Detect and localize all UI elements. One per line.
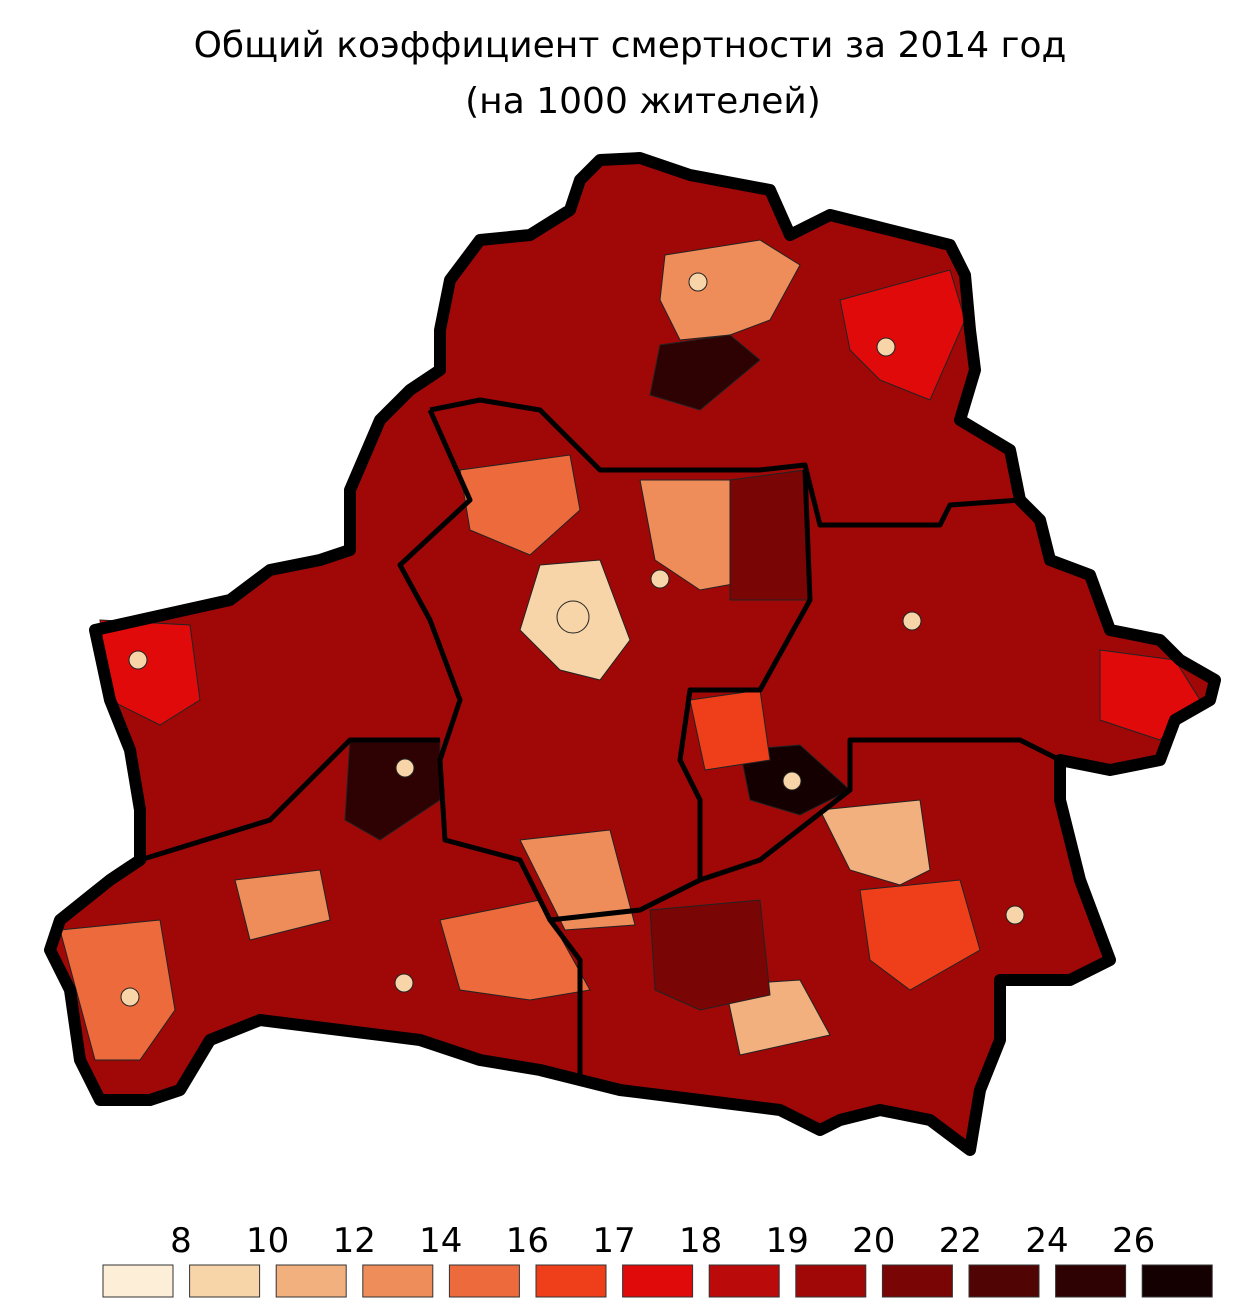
city xyxy=(876,337,896,357)
legend: 8 10 12 14 16 17 18 19 20 22 24 26 xyxy=(102,1221,1213,1298)
legend-swatch xyxy=(448,1264,520,1298)
oblast-border xyxy=(429,397,1021,528)
legend-swatch xyxy=(881,1264,953,1298)
city xyxy=(688,272,708,292)
legend-break: 24 xyxy=(1025,1221,1068,1261)
district xyxy=(729,469,811,601)
city xyxy=(1005,905,1025,925)
district xyxy=(859,879,981,991)
city xyxy=(650,569,670,589)
district xyxy=(459,454,581,556)
district xyxy=(659,239,801,341)
legend-swatch xyxy=(1055,1264,1127,1298)
legend-break: 18 xyxy=(679,1221,722,1261)
district xyxy=(689,689,771,771)
legend-swatch xyxy=(362,1264,434,1298)
legend-break: 16 xyxy=(506,1221,549,1261)
legend-break: 14 xyxy=(419,1221,462,1261)
district xyxy=(59,919,176,1061)
district xyxy=(234,869,331,941)
legend-swatch xyxy=(1141,1264,1213,1298)
district xyxy=(649,334,761,411)
legend-swatch xyxy=(795,1264,867,1298)
legend-break: 20 xyxy=(852,1221,895,1261)
legend-break: 12 xyxy=(333,1221,376,1261)
city xyxy=(394,973,414,993)
legend-break: 10 xyxy=(246,1221,289,1261)
legend-break: 8 xyxy=(170,1221,192,1261)
country-border xyxy=(44,152,1221,1156)
legend-swatch xyxy=(708,1264,780,1298)
legend-break: 22 xyxy=(939,1221,982,1261)
city xyxy=(556,600,590,634)
legend-swatch xyxy=(275,1264,347,1298)
city xyxy=(395,758,415,778)
district xyxy=(639,479,756,591)
subtitle: (на 1000 жителей) xyxy=(465,81,821,122)
legend-swatch xyxy=(102,1264,174,1298)
legend-swatch xyxy=(622,1264,694,1298)
districts xyxy=(59,239,1201,1061)
legend-swatch xyxy=(535,1264,607,1298)
cities xyxy=(120,272,1025,1007)
legend-swatch xyxy=(189,1264,261,1298)
city xyxy=(128,650,148,670)
oblast-border xyxy=(677,469,1062,883)
map xyxy=(44,152,1221,1156)
legend-break: 26 xyxy=(1112,1221,1155,1261)
district xyxy=(649,899,771,1011)
city xyxy=(902,611,922,631)
oblast-border xyxy=(139,737,440,863)
oblast-border xyxy=(397,408,583,1080)
country-fill xyxy=(50,158,1215,1150)
legend-break: 17 xyxy=(592,1221,635,1261)
legend-swatch xyxy=(968,1264,1040,1298)
oblast-border xyxy=(549,877,702,923)
legend-break: 19 xyxy=(766,1221,809,1261)
district xyxy=(839,269,966,401)
title: Общий коэффициент смертности за 2014 год xyxy=(194,25,1067,66)
city xyxy=(782,771,802,791)
district xyxy=(819,799,931,886)
district xyxy=(519,829,636,931)
city xyxy=(120,987,140,1007)
